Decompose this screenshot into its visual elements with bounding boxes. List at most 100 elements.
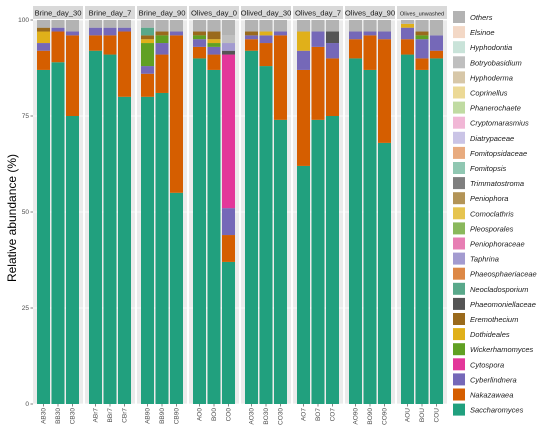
facet-panel: Olives_day_0 AO0 BO0 CO0 <box>189 6 239 421</box>
facet-strip <box>189 6 239 19</box>
facet-strip <box>241 6 291 19</box>
facet-strip-label: Olived_day_30 <box>241 9 292 18</box>
legend-label: Phanerochaete <box>470 104 521 113</box>
bar-segment-wickerhamomyces <box>141 43 154 67</box>
x-tick-label: CO0 <box>226 408 233 422</box>
x-tick-label: AOU <box>405 408 412 422</box>
bar-segment-cyberlindnera <box>378 31 391 40</box>
bar-segment-cyberlindnera <box>37 43 50 51</box>
bar-segment-saccharomyces <box>378 142 391 404</box>
bar-segment-nakazawaea <box>118 31 131 97</box>
legend-swatch <box>453 373 465 386</box>
legend-label: Fomitopsidaceae <box>470 149 527 158</box>
legend-label: Hyphoderma <box>470 73 513 82</box>
facet-strip-label: Olives_unwashed <box>400 12 444 18</box>
bar-segment-others <box>378 20 391 32</box>
legend-swatch <box>453 131 465 144</box>
legend-swatch <box>453 313 465 325</box>
legend-item: Others <box>453 11 493 23</box>
x-tick-label: CO30 <box>278 408 285 425</box>
legend-item: Coprinellus <box>453 86 508 99</box>
x-tick-label: BBr7 <box>107 408 114 423</box>
facet-strip <box>85 6 135 19</box>
legend-label: Cyberlindnera <box>470 375 517 384</box>
legend-item: Neocladosporium <box>453 282 528 295</box>
y-tick-label: 75 <box>22 113 30 120</box>
facet-strip <box>293 6 343 19</box>
legend-item: Hyphodontia <box>453 41 512 54</box>
bar-segment-saccharomyces <box>207 69 221 405</box>
bar-segment-nakazawaea <box>170 35 183 193</box>
legend-item: Comoclathris <box>453 207 514 220</box>
legend-item: Saccharomyces <box>453 403 524 416</box>
legend-label: Wickerhamomyces <box>470 345 534 354</box>
legend-item: Peniophoraceae <box>453 237 525 250</box>
bar-segment-nakazawaea <box>297 69 310 166</box>
facet-strip <box>33 6 83 19</box>
bar-segment-cyberlindnera <box>349 31 362 40</box>
bar-segment-cyberlindnera <box>363 31 377 36</box>
legend-swatch <box>453 71 465 84</box>
bar-segment-nakazawaea <box>222 235 235 262</box>
legend-label: Phaeomoniellaceae <box>470 300 536 309</box>
legend-swatch <box>453 237 465 250</box>
legend-swatch <box>453 86 465 99</box>
bar-segment-eremothecium <box>193 31 206 36</box>
x-tick-label: BO90 <box>367 408 374 425</box>
legend-swatch <box>453 101 465 114</box>
legend-swatch <box>453 328 465 341</box>
bar-segment-saccharomyces <box>118 96 131 405</box>
facet-panel: Olived_day_30 AO30 BO30 CO30 <box>241 6 292 425</box>
facet-strip-label: Brine_day_30 <box>35 9 82 18</box>
legend-label: Cytospora <box>470 360 504 369</box>
bar-segment-neocladosporium <box>141 27 154 36</box>
bar-segment-others <box>326 20 339 32</box>
bar-segment-others <box>274 20 287 32</box>
x-tick-label: AO90 <box>353 408 360 425</box>
bar-segment-others <box>89 20 102 28</box>
x-tick-label: BO7 <box>315 408 322 421</box>
bar-segment-saccharomyces <box>401 54 414 405</box>
bar-segment-wickerhamomyces <box>193 35 206 40</box>
legend-item: Elsinoe <box>453 26 495 39</box>
bar-segment-saccharomyces <box>297 165 310 404</box>
bar-segment-wickerhamomyces <box>155 35 169 44</box>
bar-segment-saccharomyces <box>311 119 325 404</box>
bar-segment-cytospora <box>222 54 235 209</box>
bar-segment-nakazawaea <box>51 31 65 63</box>
bar-segment-saccharomyces <box>274 119 287 404</box>
legend-swatch <box>453 343 465 356</box>
legend-item: Eremothecium <box>453 313 518 325</box>
bar-segment-others <box>311 20 325 32</box>
legend-label: Coprinellus <box>470 89 508 98</box>
bar-segment-cyberlindnera <box>89 27 102 36</box>
bar-segment-cyberlindnera <box>193 39 206 47</box>
bar-segment-nakazawaea <box>259 43 273 67</box>
legend-swatch <box>453 267 465 280</box>
legend-label: Peniophora <box>470 194 508 203</box>
legend-label: Hyphodontia <box>470 43 512 52</box>
legend-label: Phaeosphaeriaceae <box>470 270 537 279</box>
bar-segment-others <box>430 20 443 36</box>
legend-item: Dothideales <box>453 328 510 341</box>
bar-segment-saccharomyces <box>193 58 206 405</box>
bar-segment-saccharomyces <box>170 192 183 404</box>
facet-panel: Olives_day_90 AO90 BO90 CO90 <box>345 6 395 425</box>
bar-segment-nakazawaea <box>141 73 154 97</box>
bar-segment-dothideales <box>207 39 221 44</box>
bar-segment-eremothecium <box>37 27 50 32</box>
legend-label: Trimmatostroma <box>470 179 524 188</box>
bar-segment-eremothecium <box>207 31 221 40</box>
x-tick-label: BB30 <box>55 408 62 424</box>
legend-swatch <box>453 162 465 174</box>
legend-item: Pleosporales <box>453 222 514 235</box>
legend-swatch <box>453 358 465 371</box>
bar-segment-nakazawaea <box>274 35 287 120</box>
bar-segment-cyberlindnera <box>274 31 287 36</box>
legend-swatch <box>453 297 465 310</box>
facet-panel: Brine_day_7 ABr7 BBr7 CBr7 <box>85 6 135 423</box>
bar-segment-saccharomyces <box>245 50 258 404</box>
legend-label: Pleosporales <box>470 224 514 233</box>
facet-strip <box>397 6 447 19</box>
legend-item: Fomitopsis <box>453 162 507 174</box>
